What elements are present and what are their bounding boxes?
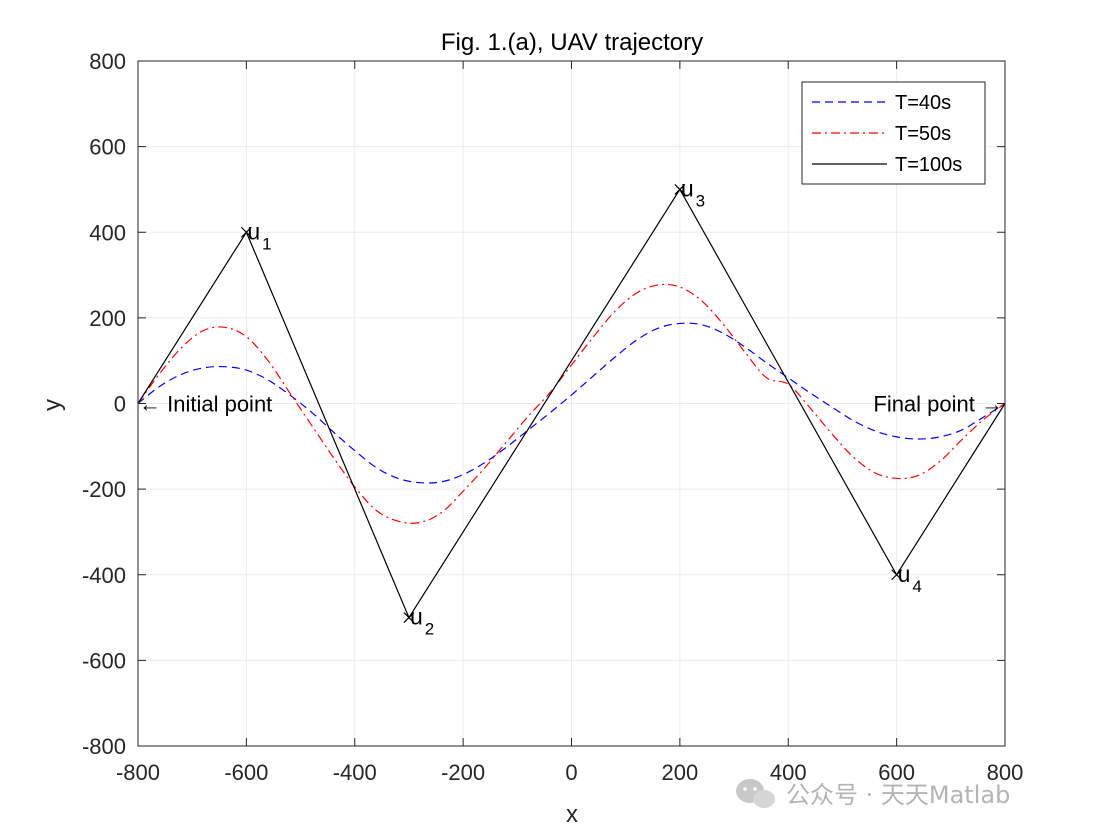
x-tick-label: -600 — [224, 760, 268, 785]
y-tick-label: 600 — [89, 135, 126, 160]
y-tick-label: -800 — [82, 734, 126, 759]
legend-entry-3: T=100s — [895, 154, 962, 176]
annotation-final-point: Final point → — [873, 392, 1003, 417]
annotation-group: ← Initial point Final point → — [139, 392, 1003, 417]
x-tick-label: 400 — [770, 760, 807, 785]
x-axis-label: x — [566, 801, 578, 828]
y-tick-label: 800 — [89, 49, 126, 74]
chart-title: Fig. 1.(a), UAV trajectory — [441, 29, 703, 56]
y-tick-label: 200 — [89, 306, 126, 331]
series-line-t-100s — [137, 188, 1006, 619]
waypoint-label-subscript: 3 — [696, 191, 705, 210]
y-tick-label: 400 — [89, 220, 126, 245]
waypoint-label-text: u — [681, 175, 694, 201]
legend-entry-2: T=50s — [895, 123, 951, 145]
watermark-text: 公众号 · 天天Matlab — [786, 781, 1010, 809]
legend: T=40s T=50s T=100s — [801, 81, 986, 185]
waypoint-marker-2 — [403, 612, 415, 623]
y-tick-label: -400 — [82, 563, 126, 588]
x-tick-label: 800 — [987, 760, 1024, 785]
waypoint-label-subscript: 2 — [425, 620, 434, 639]
y-tick-label: -200 — [82, 477, 126, 502]
y-tick-label: 0 — [114, 392, 126, 417]
y-axis-label: y — [39, 399, 66, 411]
x-tick-label: 0 — [565, 760, 577, 785]
x-tick-label: -200 — [441, 760, 485, 785]
x-tick-label: 200 — [662, 760, 699, 785]
waypoint-label-subscript: 1 — [262, 234, 271, 253]
series-line-t-50s — [137, 283, 1006, 524]
x-tick-label: -800 — [116, 760, 160, 785]
watermark: 公众号 · 天天Matlab — [736, 779, 1010, 809]
waypoint-marker-3 — [674, 184, 686, 195]
waypoint-group: u 1u 2u 3u 4 — [240, 175, 922, 639]
x-tick-label: -400 — [333, 760, 377, 785]
waypoint-label-text: u — [898, 561, 911, 587]
series-group — [137, 188, 1006, 619]
legend-entry-1: T=40s — [895, 92, 951, 114]
waypoint-marker-1 — [240, 226, 252, 238]
y-tick-label: -600 — [82, 648, 126, 673]
annotation-initial-point: ← Initial point — [139, 392, 272, 417]
x-tick-label: 600 — [878, 760, 915, 785]
wechat-icon — [736, 779, 775, 808]
waypoint-label-text: u — [247, 218, 260, 244]
waypoint-marker-4 — [891, 569, 903, 581]
series-line-t-40s — [137, 322, 1006, 484]
waypoint-label-text: u — [410, 604, 423, 630]
tick-group: -800 -600 -400 -200 0 200 400 600 800 -800 -600 -40… — [82, 49, 1023, 785]
waypoint-label-subscript: 4 — [912, 577, 921, 596]
